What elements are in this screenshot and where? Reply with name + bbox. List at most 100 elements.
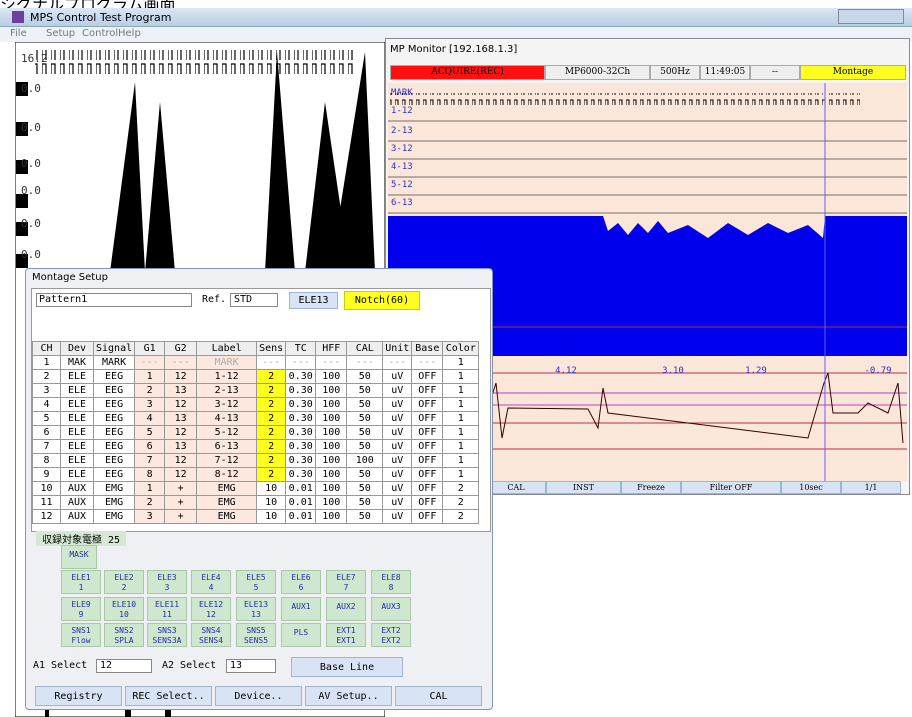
table-cell[interactable]: uV: [382, 425, 413, 440]
a1-select[interactable]: 12: [96, 659, 152, 673]
table-cell[interactable]: 12: [164, 453, 198, 468]
table-cell[interactable]: 0.01: [285, 509, 317, 524]
electrode-button[interactable]: SNS5 SENS5: [236, 623, 276, 647]
table-cell[interactable]: OFF: [411, 495, 444, 510]
table-cell[interactable]: 100: [315, 439, 348, 454]
table-cell[interactable]: 2: [134, 383, 166, 398]
table-cell[interactable]: 4: [32, 397, 61, 412]
table-cell[interactable]: uV: [382, 411, 413, 426]
table-cell[interactable]: 2: [442, 509, 480, 524]
table-cell[interactable]: 12: [164, 369, 198, 384]
table-cell[interactable]: uV: [382, 495, 413, 510]
table-cell[interactable]: 4: [134, 411, 166, 426]
table-cell[interactable]: EMG: [92, 509, 136, 524]
table-cell[interactable]: 2: [256, 411, 287, 426]
electrode-button[interactable]: ELE7 7: [326, 570, 366, 594]
monitor-button[interactable]: INST: [546, 481, 621, 494]
table-cell[interactable]: 5: [32, 411, 61, 426]
menu-item[interactable]: File: [10, 28, 27, 39]
table-cell[interactable]: ELE: [60, 397, 94, 412]
table-cell[interactable]: 13: [164, 383, 198, 398]
table-cell[interactable]: OFF: [411, 467, 444, 482]
table-cell[interactable]: 13: [164, 411, 198, 426]
table-cell[interactable]: 8: [32, 453, 61, 468]
table-cell[interactable]: ---: [285, 355, 317, 370]
table-cell[interactable]: 5-12: [196, 425, 258, 440]
table-cell[interactable]: 0.30: [285, 397, 317, 412]
table-cell[interactable]: ELE: [60, 425, 94, 440]
electrode-button[interactable]: SNS2 SPLA: [104, 623, 144, 647]
electrode-button[interactable]: AUX3: [371, 597, 411, 621]
table-cell[interactable]: 100: [315, 383, 348, 398]
monitor-button[interactable]: 10sec: [781, 481, 841, 494]
table-cell[interactable]: 3: [134, 509, 166, 524]
ref-select[interactable]: STD: [230, 293, 278, 307]
table-cell[interactable]: 2: [256, 453, 287, 468]
table-cell[interactable]: 50: [346, 495, 384, 510]
table-cell[interactable]: EMG: [196, 495, 258, 510]
table-cell[interactable]: EMG: [196, 509, 258, 524]
table-cell[interactable]: MARK: [196, 355, 258, 370]
table-cell[interactable]: OFF: [411, 453, 444, 468]
table-cell[interactable]: 50: [346, 439, 384, 454]
table-cell[interactable]: OFF: [411, 411, 444, 426]
monitor-button[interactable]: Filter OFF: [681, 481, 781, 494]
a2-select[interactable]: 13: [226, 659, 276, 673]
electrode-button[interactable]: ELE13 13: [236, 597, 276, 621]
table-cell[interactable]: EEG: [92, 383, 136, 398]
table-cell[interactable]: ELE: [60, 383, 94, 398]
table-cell[interactable]: 50: [346, 369, 384, 384]
monitor-button[interactable]: Freeze: [621, 481, 681, 494]
electrode-button[interactable]: ELE11 11: [147, 597, 187, 621]
electrode-button[interactable]: SNS3 SENS3A: [147, 623, 187, 647]
electrode-button[interactable]: PLS: [281, 623, 321, 647]
table-cell[interactable]: 12: [164, 397, 198, 412]
table-cell[interactable]: uV: [382, 467, 413, 482]
table-cell[interactable]: uV: [382, 397, 413, 412]
table-cell[interactable]: 2: [442, 495, 480, 510]
table-cell[interactable]: 100: [315, 467, 348, 482]
ref-button[interactable]: ELE13: [289, 292, 338, 309]
table-cell[interactable]: 100: [346, 453, 384, 468]
table-cell[interactable]: 6: [134, 439, 166, 454]
table-cell[interactable]: 1: [442, 411, 480, 426]
table-cell[interactable]: AUX: [60, 495, 94, 510]
table-cell[interactable]: ---: [164, 355, 198, 370]
table-cell[interactable]: 11: [32, 495, 61, 510]
table-cell[interactable]: 4-13: [196, 411, 258, 426]
table-cell[interactable]: 1: [442, 467, 480, 482]
dialog-button[interactable]: Registry: [35, 686, 122, 706]
table-cell[interactable]: uV: [382, 481, 413, 496]
table-cell[interactable]: OFF: [411, 425, 444, 440]
table-cell[interactable]: EMG: [196, 481, 258, 496]
table-cell[interactable]: AUX: [60, 509, 94, 524]
table-cell[interactable]: 2: [442, 481, 480, 496]
table-cell[interactable]: 7: [32, 439, 61, 454]
table-cell[interactable]: ---: [346, 355, 384, 370]
table-cell[interactable]: +: [164, 509, 198, 524]
table-cell[interactable]: ELE: [60, 369, 94, 384]
table-cell[interactable]: +: [164, 495, 198, 510]
table-cell[interactable]: EMG: [92, 495, 136, 510]
table-cell[interactable]: +: [164, 481, 198, 496]
table-cell[interactable]: 1: [442, 439, 480, 454]
table-cell[interactable]: 8: [134, 467, 166, 482]
electrode-button[interactable]: EXT2 EXT2: [371, 623, 411, 647]
table-cell[interactable]: 3: [32, 383, 61, 398]
electrode-button[interactable]: EXT1 EXT1: [326, 623, 366, 647]
table-cell[interactable]: EEG: [92, 369, 136, 384]
table-cell[interactable]: 8-12: [196, 467, 258, 482]
table-cell[interactable]: 100: [315, 369, 348, 384]
table-cell[interactable]: OFF: [411, 383, 444, 398]
table-cell[interactable]: 10: [256, 481, 287, 496]
table-cell[interactable]: 50: [346, 509, 384, 524]
dialog-button[interactable]: CAL: [395, 686, 482, 706]
table-cell[interactable]: 0.30: [285, 411, 317, 426]
table-cell[interactable]: uV: [382, 383, 413, 398]
table-cell[interactable]: 2-13: [196, 383, 258, 398]
table-cell[interactable]: 10: [256, 509, 287, 524]
electrode-button[interactable]: ELE6 6: [281, 570, 321, 594]
table-cell[interactable]: EEG: [92, 453, 136, 468]
table-cell[interactable]: 3-12: [196, 397, 258, 412]
electrode-button[interactable]: ELE8 8: [371, 570, 411, 594]
